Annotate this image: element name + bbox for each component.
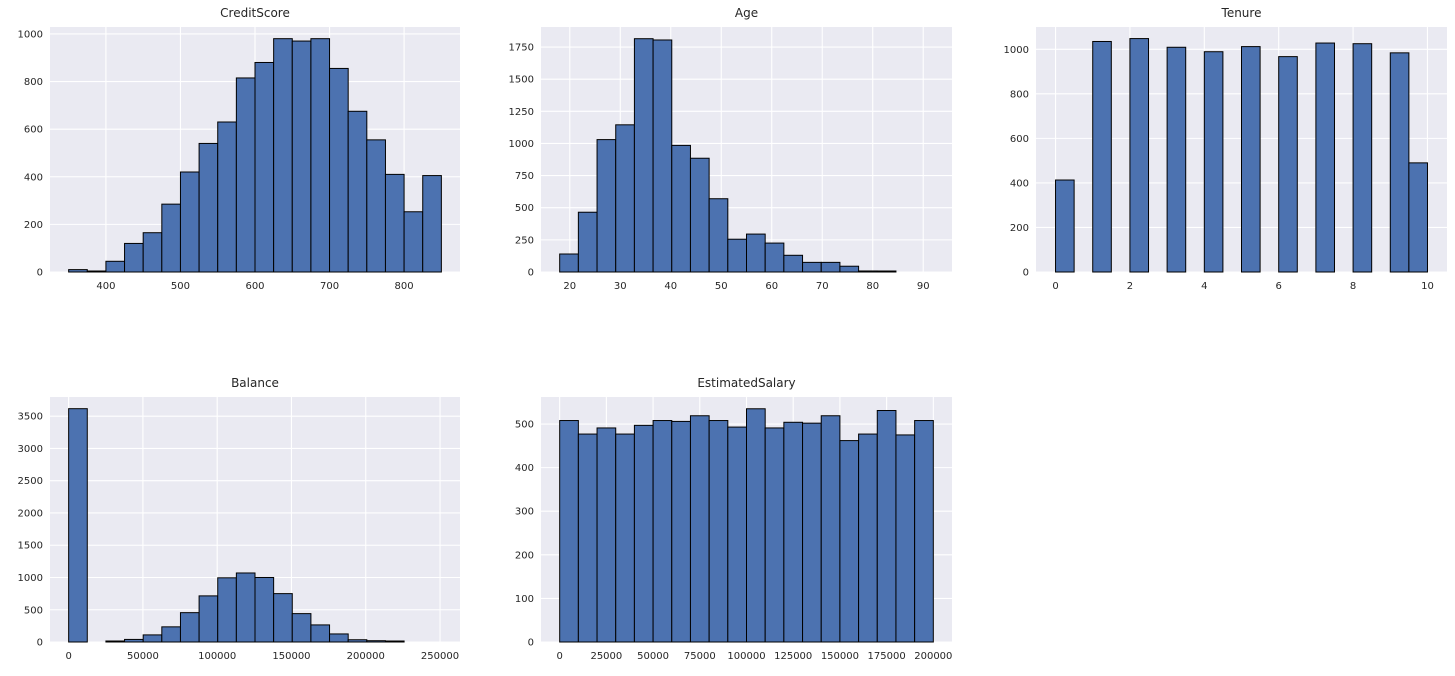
svg-text:600: 600: [1010, 134, 1029, 145]
svg-text:200000: 200000: [347, 651, 385, 662]
svg-text:1000: 1000: [18, 29, 43, 40]
chart-title-estimatedsalary: EstimatedSalary: [697, 376, 796, 390]
svg-text:500: 500: [171, 281, 190, 292]
svg-text:80: 80: [866, 281, 879, 292]
svg-text:100000: 100000: [727, 651, 765, 662]
svg-text:500: 500: [515, 203, 534, 214]
svg-text:800: 800: [24, 77, 43, 88]
svg-text:0: 0: [1023, 268, 1029, 279]
svg-text:0: 0: [1052, 281, 1058, 292]
chart-title-age: Age: [734, 6, 759, 20]
svg-text:400: 400: [96, 281, 115, 292]
svg-text:4: 4: [1201, 281, 1207, 292]
svg-text:400: 400: [515, 463, 534, 474]
histogram-tenure-plot: 0 200 400 600 800 1000 0 2 4 6 8 10: [1004, 27, 1447, 292]
svg-text:250: 250: [515, 235, 534, 246]
svg-text:75000: 75000: [684, 651, 716, 662]
histogram-age-plot: 0 250 500 750 1000 1250 1500 1750 20 30 40 50 60 70 80…: [509, 27, 952, 292]
svg-text:50000: 50000: [127, 651, 159, 662]
svg-text:30: 30: [614, 281, 627, 292]
svg-text:1000: 1000: [509, 139, 534, 150]
svg-text:200: 200: [24, 220, 43, 231]
svg-text:60: 60: [765, 281, 778, 292]
svg-text:90: 90: [917, 281, 930, 292]
svg-text:3000: 3000: [18, 444, 43, 455]
chart-title-balance: Balance: [231, 376, 279, 390]
svg-text:750: 750: [515, 171, 534, 182]
svg-text:100000: 100000: [198, 651, 236, 662]
svg-text:500: 500: [515, 420, 534, 431]
svg-text:1500: 1500: [509, 75, 534, 86]
svg-text:0: 0: [37, 268, 43, 279]
svg-text:50000: 50000: [637, 651, 669, 662]
svg-text:800: 800: [1010, 89, 1029, 100]
svg-text:600: 600: [245, 281, 264, 292]
svg-text:0: 0: [528, 638, 534, 649]
svg-text:800: 800: [395, 281, 414, 292]
svg-text:50: 50: [715, 281, 728, 292]
subplot-age: Age 0 250 500 750 1000 1250 1500 1750 20 30 40 50 60…: [486, 3, 967, 298]
svg-text:20: 20: [563, 281, 576, 292]
svg-text:2000: 2000: [18, 508, 43, 519]
svg-text:1250: 1250: [509, 107, 534, 118]
histogram-estimatedsalary-plot: 0 100 200 300 400 500 0 25000 50000 75000 100000 12…: [515, 397, 952, 662]
svg-text:8: 8: [1350, 281, 1356, 292]
svg-text:0: 0: [65, 651, 71, 662]
svg-text:200: 200: [515, 550, 534, 561]
svg-text:1500: 1500: [18, 541, 43, 552]
subplot-balance: Balance 0 500 1000 1500 2000 2500 3000 3500 0 500…: [0, 373, 475, 668]
svg-text:300: 300: [515, 507, 534, 518]
svg-text:100: 100: [515, 594, 534, 605]
svg-text:10: 10: [1421, 281, 1434, 292]
svg-text:1750: 1750: [509, 43, 534, 54]
svg-text:25000: 25000: [590, 651, 622, 662]
svg-text:2: 2: [1127, 281, 1133, 292]
svg-text:125000: 125000: [774, 651, 812, 662]
svg-text:600: 600: [24, 125, 43, 136]
svg-text:0: 0: [37, 638, 43, 649]
svg-text:3500: 3500: [18, 412, 43, 423]
svg-text:200: 200: [1010, 223, 1029, 234]
histogram-creditscore-plot: 0 200 400 600 800 1000 400 500 600 700 800: [18, 27, 460, 292]
svg-text:400: 400: [24, 172, 43, 183]
chart-title-creditscore: CreditScore: [220, 6, 290, 20]
svg-text:40: 40: [664, 281, 677, 292]
svg-text:500: 500: [24, 605, 43, 616]
svg-text:250000: 250000: [421, 651, 459, 662]
chart-title-tenure: Tenure: [1221, 6, 1262, 20]
subplot-tenure: Tenure 0 200 400 600 800 1000 0 2 4 6 8 10: [981, 3, 1455, 298]
svg-text:200000: 200000: [914, 651, 952, 662]
svg-text:0: 0: [556, 651, 562, 662]
svg-text:0: 0: [528, 268, 534, 279]
svg-text:175000: 175000: [868, 651, 906, 662]
subplot-creditscore: CreditScore 0 200 400 600 800 1000 400 500 600 70…: [0, 3, 475, 298]
svg-text:150000: 150000: [272, 651, 310, 662]
svg-text:2500: 2500: [18, 476, 43, 487]
svg-text:1000: 1000: [18, 573, 43, 584]
svg-text:70: 70: [816, 281, 829, 292]
subplot-estimatedsalary: EstimatedSalary 0 100 200 300 400 500 0 25000 50…: [486, 373, 967, 668]
svg-text:400: 400: [1010, 178, 1029, 189]
svg-text:6: 6: [1276, 281, 1282, 292]
svg-text:700: 700: [320, 281, 339, 292]
svg-text:150000: 150000: [821, 651, 859, 662]
svg-text:1000: 1000: [1004, 45, 1029, 56]
histogram-balance-plot: 0 500 1000 1500 2000 2500 3000 3500 0 50000 100000…: [18, 397, 460, 662]
